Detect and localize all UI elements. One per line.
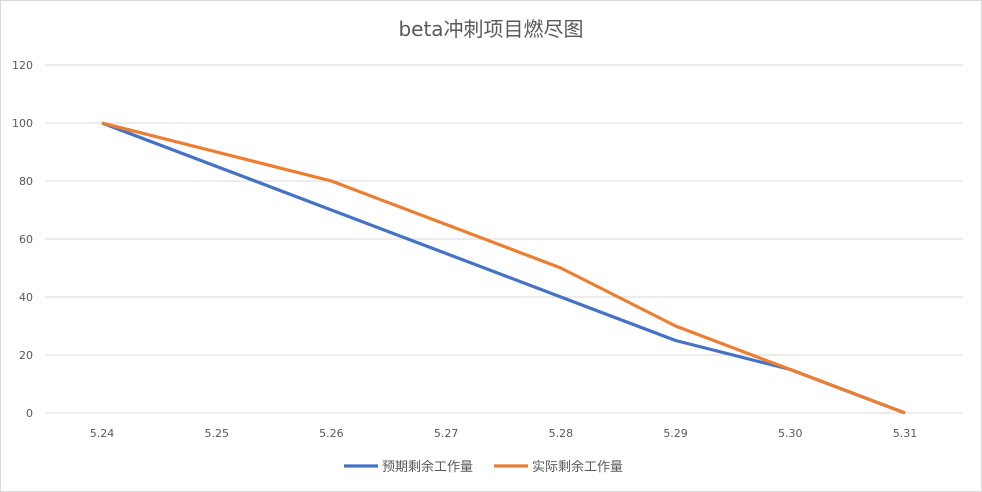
legend-label: 实际剩余工作量 [532,459,623,475]
chart-title: beta冲刺项目燃尽图 [398,17,583,41]
x-tick-label: 5.25 [204,427,229,440]
y-tick-label: 80 [19,175,33,188]
y-tick-label: 0 [26,407,33,420]
series-line-0 [101,121,906,415]
x-tick-label: 5.27 [434,427,459,440]
legend-label: 预期剩余工作量 [382,459,473,475]
x-tick-label: 5.29 [663,427,688,440]
x-tick-label: 5.31 [893,427,918,440]
x-tick-label: 5.26 [319,427,344,440]
x-tick-label: 5.24 [90,427,115,440]
x-tick-label: 5.30 [778,427,803,440]
y-tick-label: 60 [19,233,33,246]
x-tick-label: 5.28 [549,427,574,440]
series-line-1 [101,121,906,415]
y-tick-label: 40 [19,291,33,304]
y-tick-label: 20 [19,349,33,362]
y-tick-label: 120 [12,59,33,72]
y-tick-label: 100 [12,117,33,130]
